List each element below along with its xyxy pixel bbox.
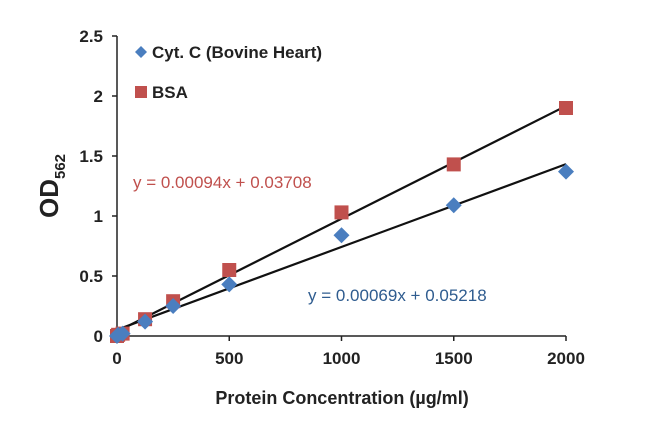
y-axis-title-main: OD — [34, 179, 64, 218]
legend-label-cytc: Cyt. C (Bovine Heart) — [152, 43, 322, 62]
y-tick-label: 0 — [94, 327, 103, 346]
cytc-point — [114, 325, 131, 342]
bsa-point — [559, 101, 573, 115]
cytc-trendline — [116, 163, 567, 331]
cytc-point — [137, 313, 154, 330]
y-tick-label: 2.5 — [79, 27, 103, 46]
cytc-equation: y = 0.00069x + 0.05218 — [308, 286, 487, 305]
cytc-point — [165, 298, 182, 314]
x-tick-label: 500 — [215, 349, 243, 368]
legend: Cyt. C (Bovine Heart) BSA — [135, 43, 322, 102]
y-tick-label: 1.5 — [79, 147, 103, 166]
cytc-point — [558, 163, 574, 180]
legend-diamond-marker — [135, 46, 147, 58]
y-axis-title-subscript: 562 — [52, 154, 69, 179]
y-tick-label: 0.5 — [79, 267, 103, 286]
x-tick-label: 1500 — [435, 349, 473, 368]
x-tick-label: 1000 — [323, 349, 361, 368]
x-axis-title: Protein Concentration (µg/ml) — [215, 388, 468, 408]
bsa-point — [222, 263, 237, 277]
bsa-point — [446, 157, 461, 172]
cytc-point — [333, 227, 350, 244]
cytc-point — [221, 276, 238, 293]
legend-label-bsa: BSA — [152, 83, 188, 102]
y-tick-label: 2 — [94, 87, 103, 106]
cytc-point — [445, 197, 462, 214]
x-tick-label: 2000 — [547, 349, 585, 368]
y-tick-label: 1 — [94, 207, 103, 226]
x-tick-label: 0 — [112, 349, 121, 368]
legend-square-marker — [135, 86, 147, 98]
chart-marks: 0 0.5 1 1.5 2 2.5 0 500 1000 1500 2000 — [79, 27, 585, 368]
bsa-point — [334, 205, 349, 220]
y-axis-title: OD562 — [34, 154, 69, 218]
bsa-equation: y = 0.00094x + 0.03708 — [133, 173, 312, 192]
